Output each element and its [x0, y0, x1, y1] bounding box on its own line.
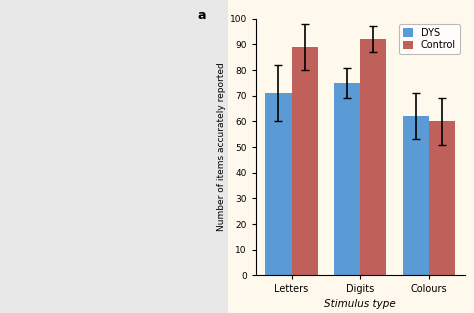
Bar — [403, 116, 429, 275]
Bar — [292, 47, 318, 275]
Text: a: a — [198, 8, 206, 22]
Bar — [265, 93, 292, 275]
Bar — [360, 39, 386, 275]
X-axis label: Stimulus type: Stimulus type — [324, 299, 396, 309]
Bar — [334, 83, 360, 275]
Legend: DYS, Control: DYS, Control — [399, 24, 460, 54]
Bar — [429, 121, 455, 275]
Y-axis label: Number of items accurately reported: Number of items accurately reported — [217, 63, 226, 232]
